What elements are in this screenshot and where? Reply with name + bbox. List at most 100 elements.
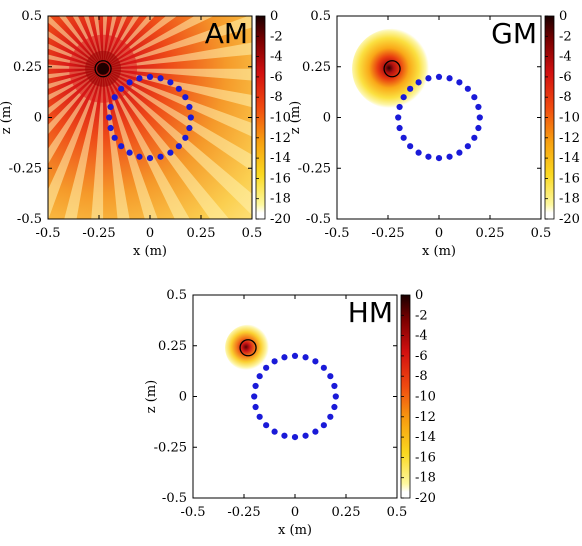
x-tick-label: 0.5 — [531, 226, 552, 241]
array-element — [407, 143, 414, 150]
array-element — [331, 382, 338, 390]
array-element — [252, 403, 259, 411]
array-element — [435, 155, 443, 162]
colorbar-tick-label: -2 — [270, 29, 283, 44]
x-tick-label: -0.25 — [82, 226, 115, 241]
colorbar-tick-label: -6 — [270, 70, 283, 85]
array-element — [182, 94, 189, 101]
x-tick-label: 0.25 — [476, 226, 505, 241]
main-lobe — [225, 324, 272, 371]
plot-background — [193, 295, 397, 498]
colorbar-tick-label: -14 — [415, 430, 436, 445]
sidelobe-ray — [103, 16, 252, 69]
colorbar-tick-label: -8 — [559, 90, 572, 105]
array-element — [312, 428, 319, 435]
array-element — [312, 358, 319, 365]
array-element — [106, 114, 113, 121]
array-element — [475, 124, 482, 132]
sidelobe-ray — [103, 42, 252, 69]
array-element — [415, 79, 422, 86]
x-tick-label: -0.5 — [35, 226, 60, 241]
panel-gm: -0.5 -0.25 0 0.25 0.5 0.5 0.25 0 -0.25 -0.5 x (m) z… — [288, 9, 580, 259]
array-element — [175, 143, 182, 150]
x-tick-label: -0.5 — [324, 226, 349, 241]
source-marker — [94, 60, 112, 78]
sidelobe-ray — [103, 68, 252, 108]
array-element — [446, 153, 453, 160]
array-element — [396, 124, 403, 132]
array-element — [251, 393, 258, 400]
array-element — [175, 85, 182, 92]
array-element — [157, 153, 164, 160]
y-tick-label: 0.25 — [13, 60, 42, 75]
colorbar-tick-label: -18 — [415, 471, 436, 486]
array-element — [281, 354, 288, 361]
array-element — [446, 75, 453, 82]
array-element — [291, 434, 299, 441]
array-element — [263, 364, 270, 371]
sidelobe-ray — [103, 68, 252, 172]
array-element — [471, 134, 478, 141]
y-tick-label: -0.5 — [306, 212, 331, 227]
array-element — [302, 432, 309, 439]
array-element — [302, 354, 309, 361]
array-element — [118, 143, 125, 150]
colorbar-tick-label: -16 — [415, 450, 436, 465]
colorbar-tick-label: -12 — [415, 410, 436, 425]
y-axis-label: z (m) — [144, 380, 159, 413]
array-element — [471, 94, 478, 101]
x-tick-label: -0.25 — [371, 226, 404, 241]
colorbar-tick-label: -20 — [559, 212, 580, 227]
array-element — [331, 403, 338, 411]
y-tick-label: 0.5 — [166, 288, 187, 303]
array-element — [186, 124, 193, 132]
array-element — [320, 364, 327, 371]
sidelobe-ray — [103, 68, 230, 219]
array-element — [157, 75, 164, 82]
array-element — [126, 149, 133, 156]
y-axis-label: z (m) — [0, 101, 14, 134]
colorbar-tick-label: -16 — [270, 171, 291, 186]
y-tick-label: -0.5 — [17, 212, 42, 227]
array-element — [396, 103, 403, 111]
colorbar-tick-label: -10 — [270, 111, 291, 126]
x-tick-label: -0.5 — [180, 505, 205, 520]
y-axis-label: z (m) — [288, 101, 303, 134]
array-element — [400, 134, 407, 141]
x-axis-label: x (m) — [133, 244, 167, 259]
sidelobe-ray — [103, 68, 252, 137]
array-element — [146, 155, 154, 162]
array-element — [475, 103, 482, 111]
field-map — [48, 16, 252, 219]
array-element — [167, 79, 174, 86]
array-element — [425, 75, 432, 82]
x-tick-label: 0.25 — [332, 505, 361, 520]
y-tick-label: -0.25 — [298, 161, 331, 176]
colorbar-tick-label: -18 — [270, 192, 291, 207]
sidelobe-ray — [93, 16, 104, 69]
sidelobe-ray — [103, 68, 252, 81]
sidelobe-ray — [91, 68, 104, 219]
array-element — [256, 373, 263, 380]
sidelobe-ray — [103, 68, 158, 219]
array-element — [118, 85, 125, 92]
colorbar-tick-label: -2 — [559, 29, 572, 44]
y-tick-label: 0.5 — [21, 9, 42, 24]
array-element — [332, 393, 339, 400]
array-element — [476, 114, 483, 121]
y-tick-label: 0 — [34, 111, 42, 126]
colorbar-tick-label: -6 — [415, 349, 428, 364]
y-tick-label: -0.25 — [9, 161, 42, 176]
y-tick-label: -0.5 — [162, 491, 187, 506]
array-element — [415, 149, 422, 156]
panel-label: HM — [348, 296, 393, 329]
x-tick-label: 0 — [435, 226, 443, 241]
array-element — [281, 432, 288, 439]
array-element — [107, 103, 114, 111]
array-element — [146, 73, 154, 80]
colorbar-tick-label: 0 — [270, 9, 278, 24]
x-tick-label: 0 — [291, 505, 299, 520]
array-element — [126, 79, 133, 86]
array-element — [456, 149, 463, 156]
